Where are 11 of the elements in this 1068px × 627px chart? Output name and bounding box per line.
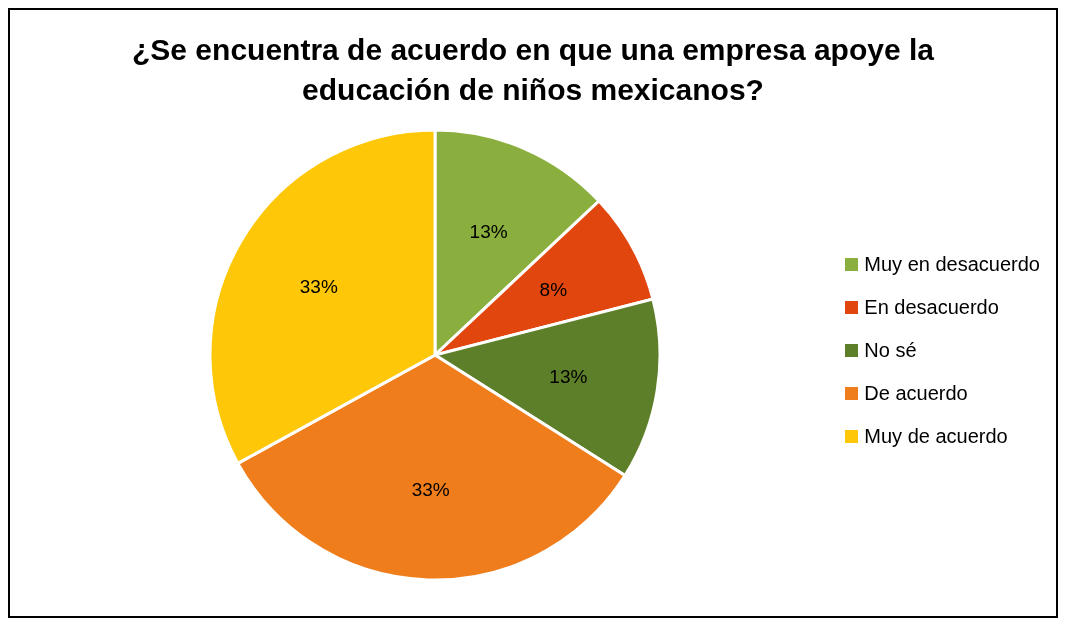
legend-label: No sé [864,338,917,362]
legend-label: En desacuerdo [864,295,999,319]
data-label: 33% [411,479,450,501]
data-label: 8% [539,279,568,301]
legend-label: De acuerdo [864,381,968,405]
chart-title: ¿Se encuentra de acuerdo en que una empresa apoye la educación de niños mexicanos? [131,32,935,108]
legend-label: Muy de acuerdo [864,424,1008,448]
legend-label: Muy en desacuerdo [864,252,1040,276]
data-label: 33% [299,275,338,297]
data-label: 13% [469,220,508,242]
data-label: 13% [549,365,588,387]
